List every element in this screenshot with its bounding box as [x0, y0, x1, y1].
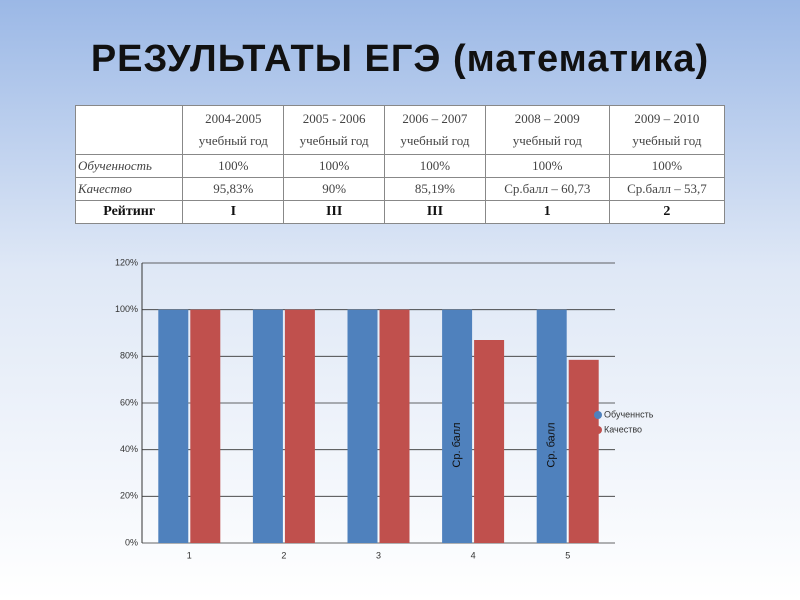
y-tick-label: 20%	[120, 491, 138, 501]
header-cell: 2009 – 2010 учебный год	[608, 105, 726, 155]
table-cell: 100%	[484, 154, 610, 178]
table-row: Обученность 100% 100% 100% 100% 100%	[74, 154, 726, 178]
slide-title: РЕЗУЛЬТАТЫ ЕГЭ (математика)	[90, 38, 710, 80]
header-cell: 2006 – 2007 учебный год	[384, 105, 486, 155]
bar	[347, 309, 378, 543]
header-text: 2008 – 2009	[514, 111, 580, 126]
bar	[442, 309, 473, 543]
bar	[284, 309, 315, 543]
legend-marker	[594, 426, 602, 434]
bar	[158, 309, 189, 543]
header-text: 2004-2005	[205, 111, 262, 126]
header-cell: 2008 – 2009 учебный год	[484, 105, 610, 155]
table-cell: Качество	[74, 177, 184, 201]
header-text: 2005 - 2006	[302, 111, 366, 126]
header-text: учебный год	[299, 133, 369, 148]
table-cell: 1	[484, 200, 610, 224]
y-tick-label: 80%	[120, 351, 138, 361]
header-text: учебный год	[512, 133, 582, 148]
table-cell: 2	[608, 200, 726, 224]
bar	[568, 359, 599, 543]
bar	[536, 309, 567, 543]
legend-label: Обученнсть	[604, 409, 654, 419]
table-cell: 95,83%	[182, 177, 285, 201]
table-row: Рейтинг I III III 1 2	[74, 200, 726, 224]
header-cell	[74, 105, 184, 155]
y-tick-label: 120%	[115, 257, 138, 267]
header-row: 2004-2005 учебный год 2005 - 2006 учебный г…	[74, 105, 726, 155]
header-text: 2009 – 2010	[634, 111, 700, 126]
annotation: Ср. балл	[546, 422, 558, 467]
x-tick-label: 5	[565, 550, 570, 560]
x-tick-label: 3	[376, 550, 381, 560]
table-cell: 100%	[384, 154, 486, 178]
header-text: учебный год	[198, 133, 268, 148]
header-text: учебный год	[400, 133, 470, 148]
y-tick-label: 100%	[115, 304, 138, 314]
table-cell: 100%	[283, 154, 386, 178]
bar	[252, 309, 283, 543]
x-tick-label: 2	[281, 550, 286, 560]
table-cell: Рейтинг	[74, 200, 184, 224]
legend-marker	[594, 411, 602, 419]
table-cell: Ср.балл – 53,7	[608, 177, 726, 201]
bar	[190, 309, 221, 543]
y-tick-label: 60%	[120, 397, 138, 407]
bar	[379, 309, 410, 543]
table-cell: 100%	[608, 154, 726, 178]
table-cell: III	[283, 200, 386, 224]
header-cell: 2005 - 2006 учебный год	[283, 105, 386, 155]
bar	[474, 340, 505, 543]
results-table: 2004-2005 учебный год 2005 - 2006 учебный г…	[74, 105, 726, 224]
y-tick-label: 40%	[120, 444, 138, 454]
x-tick-label: 4	[471, 550, 476, 560]
table-cell: 100%	[182, 154, 285, 178]
y-tick-label: 0%	[125, 537, 138, 547]
table-row: Качество 95,83% 90% 85,19% Ср.балл – 60,73 Ср…	[74, 177, 726, 201]
header-text: 2006 – 2007	[402, 111, 468, 126]
x-tick-label: 1	[187, 550, 192, 560]
header-text: учебный год	[632, 133, 702, 148]
legend-label: Качество	[604, 424, 642, 434]
table-cell: I	[182, 200, 285, 224]
annotation: Ср. балл	[451, 422, 463, 467]
